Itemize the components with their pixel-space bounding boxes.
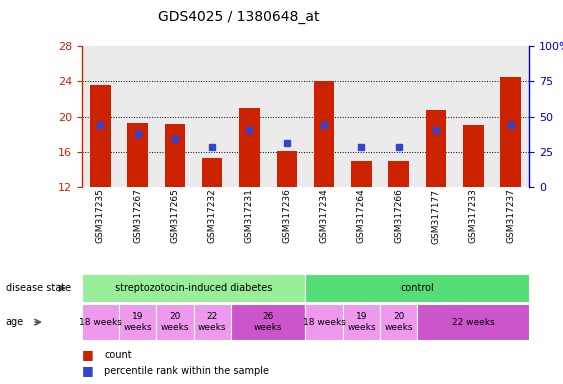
Bar [454, 46, 492, 187]
Bar [156, 46, 194, 187]
Text: age: age [6, 317, 24, 327]
Text: disease state: disease state [6, 283, 71, 293]
Text: 20
weeks: 20 weeks [385, 313, 413, 332]
Text: 19
weeks: 19 weeks [347, 313, 376, 332]
Bar [82, 46, 119, 187]
Bar [202, 158, 222, 187]
Bar [417, 46, 454, 187]
Bar [501, 77, 521, 187]
Bar [343, 46, 380, 187]
Bar [90, 85, 110, 187]
Text: GDS4025 / 1380648_at: GDS4025 / 1380648_at [158, 10, 319, 23]
Text: 18 weeks: 18 weeks [79, 318, 122, 327]
Bar [351, 161, 372, 187]
Bar [239, 108, 260, 187]
Bar [119, 46, 156, 187]
Text: 18 weeks: 18 weeks [303, 318, 346, 327]
Bar [164, 124, 185, 187]
Text: 22
weeks: 22 weeks [198, 313, 226, 332]
Bar [388, 161, 409, 187]
Text: 26
weeks: 26 weeks [254, 313, 283, 332]
Text: percentile rank within the sample: percentile rank within the sample [104, 366, 269, 376]
Bar [492, 46, 529, 187]
Bar [314, 81, 334, 187]
Text: count: count [104, 350, 132, 360]
Bar [305, 46, 343, 187]
Bar [276, 151, 297, 187]
Bar [463, 124, 484, 187]
Text: control: control [400, 283, 434, 293]
Text: 19
weeks: 19 weeks [123, 313, 152, 332]
Bar [194, 46, 231, 187]
Text: ■: ■ [82, 364, 93, 377]
Text: ■: ■ [82, 348, 93, 361]
Bar [426, 111, 446, 187]
Text: streptozotocin-induced diabetes: streptozotocin-induced diabetes [115, 283, 272, 293]
Bar [231, 46, 268, 187]
Bar [127, 123, 148, 187]
Bar [380, 46, 417, 187]
Text: 20
weeks: 20 weeks [160, 313, 189, 332]
Text: 22 weeks: 22 weeks [452, 318, 494, 327]
Bar [268, 46, 305, 187]
